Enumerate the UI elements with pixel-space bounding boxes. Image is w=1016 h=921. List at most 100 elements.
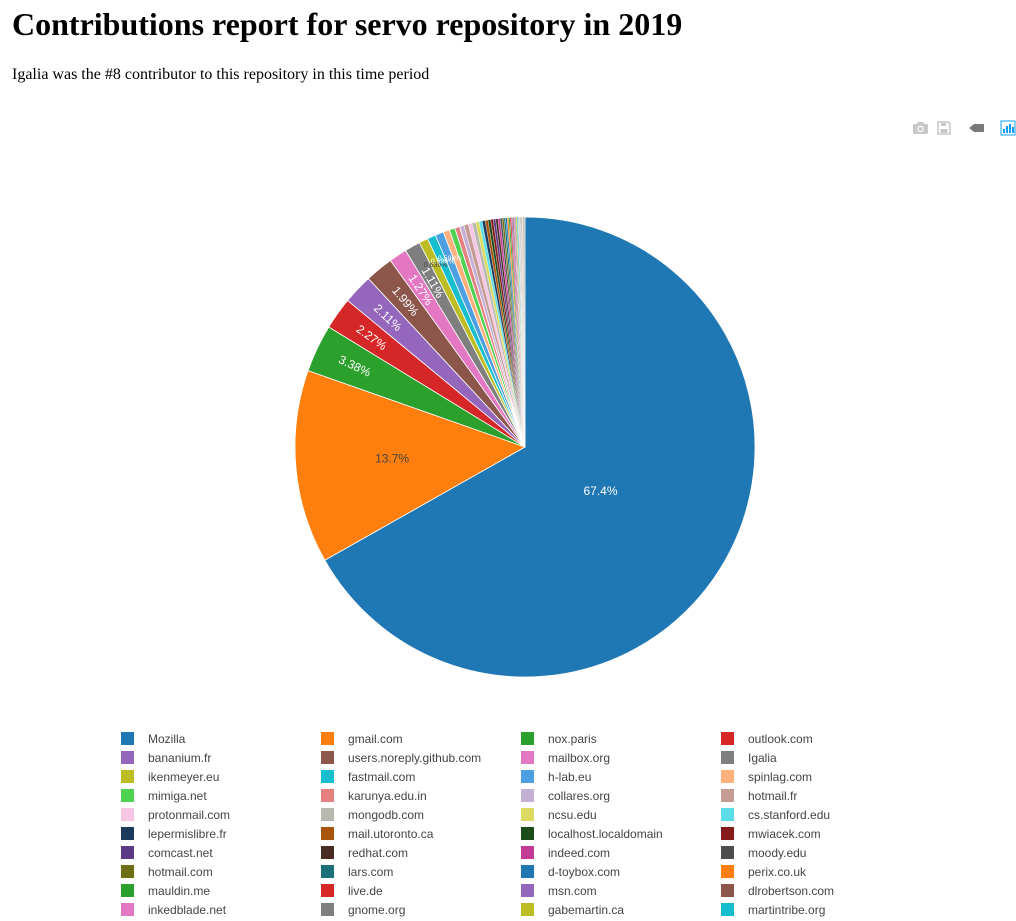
legend-item[interactable]: redhat.com xyxy=(321,843,521,862)
legend-swatch xyxy=(721,846,734,859)
legend-item[interactable]: moody.edu xyxy=(721,843,921,862)
legend-swatch xyxy=(121,808,134,821)
legend-item[interactable]: comcast.net xyxy=(121,843,321,862)
legend-label: live.de xyxy=(348,883,383,898)
legend-label: inkedblade.net xyxy=(148,902,227,917)
legend-item[interactable]: lepermislibre.fr xyxy=(121,824,321,843)
legend-label: bananium.fr xyxy=(148,750,212,765)
legend-swatch xyxy=(721,903,734,916)
pie-data-label: 67.4% xyxy=(583,484,617,498)
legend-swatch xyxy=(721,808,734,821)
legend-item[interactable]: fastmail.com xyxy=(321,767,521,786)
camera-icon[interactable] xyxy=(912,120,928,136)
legend-item[interactable]: ncsu.edu xyxy=(521,805,721,824)
legend-item[interactable]: perix.co.uk xyxy=(721,862,921,881)
legend-swatch xyxy=(121,789,134,802)
legend-swatch xyxy=(121,865,134,878)
legend-item[interactable]: gnome.org xyxy=(321,900,521,919)
legend-item[interactable]: localhost.localdomain xyxy=(521,824,721,843)
legend-swatch xyxy=(721,865,734,878)
legend-item[interactable]: cs.stanford.edu xyxy=(721,805,921,824)
legend-item[interactable]: bananium.fr xyxy=(121,748,321,767)
legend-item[interactable]: martintribe.org xyxy=(721,900,921,919)
legend-swatch xyxy=(121,732,134,745)
chart-legend: Mozilla gmail.com nox.paris outlook.com bana… xyxy=(121,729,951,919)
legend-item[interactable]: Mozilla xyxy=(121,729,321,748)
legend-swatch xyxy=(321,808,334,821)
legend-item[interactable]: nox.paris xyxy=(521,729,721,748)
pie-data-label: 0.636% xyxy=(424,262,448,269)
legend-swatch xyxy=(521,865,534,878)
legend-item[interactable]: mail.utoronto.ca xyxy=(321,824,521,843)
legend-item[interactable]: protonmail.com xyxy=(121,805,321,824)
legend-swatch xyxy=(321,789,334,802)
legend-swatch xyxy=(521,903,534,916)
legend-item[interactable]: inkedblade.net xyxy=(121,900,321,919)
legend-swatch xyxy=(121,846,134,859)
legend-item[interactable]: collares.org xyxy=(521,786,721,805)
pie-data-label: 0.596% xyxy=(438,256,462,263)
legend-item[interactable]: gabemartin.ca xyxy=(521,900,721,919)
legend-swatch xyxy=(521,732,534,745)
legend-item[interactable]: indeed.com xyxy=(521,843,721,862)
legend-item[interactable]: mailbox.org xyxy=(521,748,721,767)
chart-modebar xyxy=(912,120,1016,136)
pie-slice-gmail-com[interactable] xyxy=(294,370,526,561)
legend-label: h-lab.eu xyxy=(548,769,592,784)
legend-swatch xyxy=(721,789,734,802)
legend-swatch xyxy=(521,770,534,783)
legend-item[interactable]: lars.com xyxy=(321,862,521,881)
legend-swatch xyxy=(321,884,334,897)
legend-label: d-toybox.com xyxy=(548,864,621,879)
pie-slice-other[interactable] xyxy=(524,216,526,448)
legend-swatch xyxy=(721,770,734,783)
legend-label: gmail.com xyxy=(348,731,403,746)
legend-label: gnome.org xyxy=(348,902,406,917)
legend-item[interactable]: mwiacek.com xyxy=(721,824,921,843)
legend-item[interactable]: msn.com xyxy=(521,881,721,900)
legend-label: cs.stanford.edu xyxy=(748,807,831,822)
tag-icon[interactable] xyxy=(968,120,984,136)
pie-data-label: 13.7% xyxy=(375,452,409,466)
legend-item[interactable]: mimiga.net xyxy=(121,786,321,805)
legend-item[interactable]: users.noreply.github.com xyxy=(321,748,521,767)
legend-item[interactable]: h-lab.eu xyxy=(521,767,721,786)
legend-item[interactable]: gmail.com xyxy=(321,729,521,748)
legend-label: Mozilla xyxy=(148,731,186,746)
legend-label: msn.com xyxy=(548,883,597,898)
legend-item[interactable]: mongodb.com xyxy=(321,805,521,824)
legend-swatch xyxy=(521,827,534,840)
legend-swatch xyxy=(121,827,134,840)
legend-item[interactable]: live.de xyxy=(321,881,521,900)
legend-item[interactable]: dlrobertson.com xyxy=(721,881,921,900)
legend-label: mailbox.org xyxy=(548,750,611,765)
legend-item[interactable]: Igalia xyxy=(721,748,921,767)
legend-item[interactable]: spinlag.com xyxy=(721,767,921,786)
save-icon[interactable] xyxy=(936,120,952,136)
legend-item[interactable]: outlook.com xyxy=(721,729,921,748)
legend-swatch xyxy=(321,751,334,764)
legend-swatch xyxy=(521,751,534,764)
legend-label: lars.com xyxy=(348,864,394,879)
legend-item[interactable]: ikenmeyer.eu xyxy=(121,767,321,786)
legend-item[interactable]: mauldin.me xyxy=(121,881,321,900)
legend-label: redhat.com xyxy=(348,845,409,860)
page-title: Contributions report for servo repositor… xyxy=(12,6,683,42)
plotly-logo-icon[interactable] xyxy=(1000,120,1016,136)
legend-swatch xyxy=(121,770,134,783)
legend-label: moody.edu xyxy=(748,845,807,860)
legend-swatch xyxy=(721,751,734,764)
legend-label: spinlag.com xyxy=(748,769,813,784)
legend-swatch xyxy=(321,732,334,745)
legend-label: ikenmeyer.eu xyxy=(148,769,220,784)
pie-slice-mozilla[interactable] xyxy=(324,216,756,678)
legend-label: fastmail.com xyxy=(348,769,416,784)
legend-item[interactable]: karunya.edu.in xyxy=(321,786,521,805)
legend-label: mimiga.net xyxy=(148,788,207,803)
legend-item[interactable]: d-toybox.com xyxy=(521,862,721,881)
legend-item[interactable]: hotmail.fr xyxy=(721,786,921,805)
legend-label: karunya.edu.in xyxy=(348,788,427,803)
legend-item[interactable]: hotmail.com xyxy=(121,862,321,881)
legend-label: lepermislibre.fr xyxy=(148,826,227,841)
